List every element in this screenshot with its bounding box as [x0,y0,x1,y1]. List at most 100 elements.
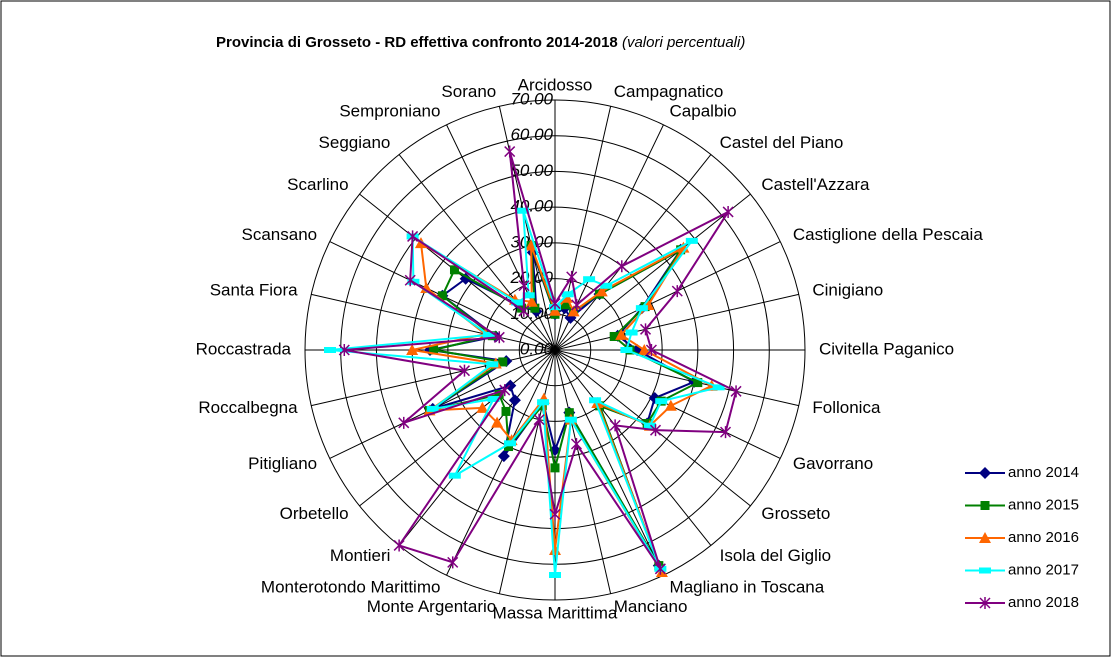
data-point [499,384,511,397]
data-point [643,422,656,429]
data-point [649,424,662,437]
data-point [671,285,683,298]
legend-label: anno 2017 [1008,561,1079,578]
category-label: Follonica [812,398,881,417]
title-text: Provincia di Grosseto - RD effettiva con… [216,34,618,51]
data-point [420,282,433,294]
data-point [487,395,500,402]
data-point [501,406,511,416]
data-point [616,260,628,273]
category-label: Massa Marittima [493,603,618,622]
spoke [554,293,799,351]
data-point [486,361,499,368]
category-label: Montieri [330,546,390,565]
data-point [638,344,651,355]
data-point [677,241,690,253]
data-point [564,408,574,418]
data-point [664,399,677,411]
category-label: Seggiano [319,133,391,152]
spoke [311,293,556,351]
data-point [567,305,580,317]
data-point [448,472,461,479]
spoke [554,349,712,546]
data-point [504,379,517,392]
legend-label: anno 2016 [1008,529,1079,546]
category-label: Sorano [441,82,496,101]
tick-label: 50.00 [510,161,553,180]
data-point [338,344,350,356]
legend-marker [979,567,991,574]
chart-title: Provincia di Grosseto - RD effettiva con… [216,34,745,51]
tick-label: 60.00 [510,125,553,144]
category-label: Castell'Azzara [761,175,870,194]
data-point [504,442,514,452]
data-point [498,357,508,367]
data-point [324,347,336,353]
data-point [570,438,582,451]
legend-label: anno 2015 [1008,496,1079,513]
category-label: Manciano [614,597,688,616]
category-label: Gavorrano [793,454,873,473]
category-label: Campagnatico [614,82,724,101]
data-point [530,303,540,313]
data-point [571,298,583,311]
spoke [554,193,751,351]
category-label: Castiglione della Pescaia [793,225,983,244]
data-point [482,331,495,338]
data-point [549,508,561,521]
data-point [566,270,578,283]
spoke [554,241,781,351]
spoke [498,106,556,351]
spoke [311,349,556,407]
data-point [549,304,561,316]
category-label: Castel del Piano [720,133,844,152]
data-point [685,237,698,244]
category-label: Santa Fiora [210,281,298,300]
data-point [600,282,613,289]
spoke [398,349,556,546]
data-point [720,426,732,439]
data-point [693,378,703,388]
data-point [549,572,561,578]
spoke [398,154,556,351]
data-point [494,390,504,400]
data-point [429,345,439,355]
spoke [554,349,612,594]
legend-marker [979,597,991,609]
data-point [497,450,510,463]
data-point [459,272,472,285]
data-point [537,399,550,406]
data-point [491,416,504,428]
category-label: Scarlino [287,175,348,194]
data-point [561,291,574,298]
data-point [645,344,657,356]
category-label: Orbetello [280,504,349,523]
data-point [560,300,570,310]
data-point [476,401,489,413]
data-point [447,556,459,569]
data-point [609,331,619,341]
data-point [595,285,608,297]
category-label: Monterotondo Marittimo [261,577,441,596]
legend-label: anno 2018 [1008,594,1079,611]
category-label: Magliano in Toscana [670,577,825,596]
data-point [537,401,547,411]
category-label: Isola del Giglio [720,546,832,565]
data-point [533,413,545,426]
data-point [525,239,538,251]
data-point [609,419,621,432]
spoke [446,349,556,576]
data-point [549,297,561,310]
category-label: Arcidosso [518,75,593,94]
data-point [564,416,577,423]
tick-label: 0.00 [520,339,554,358]
spoke [554,154,712,351]
data-point [508,394,521,407]
data-point [504,145,516,158]
data-point [635,305,648,312]
legend-marker [980,501,990,510]
data-point [525,295,538,307]
data-point [426,405,439,412]
data-point [550,463,560,473]
data-point [504,440,517,447]
